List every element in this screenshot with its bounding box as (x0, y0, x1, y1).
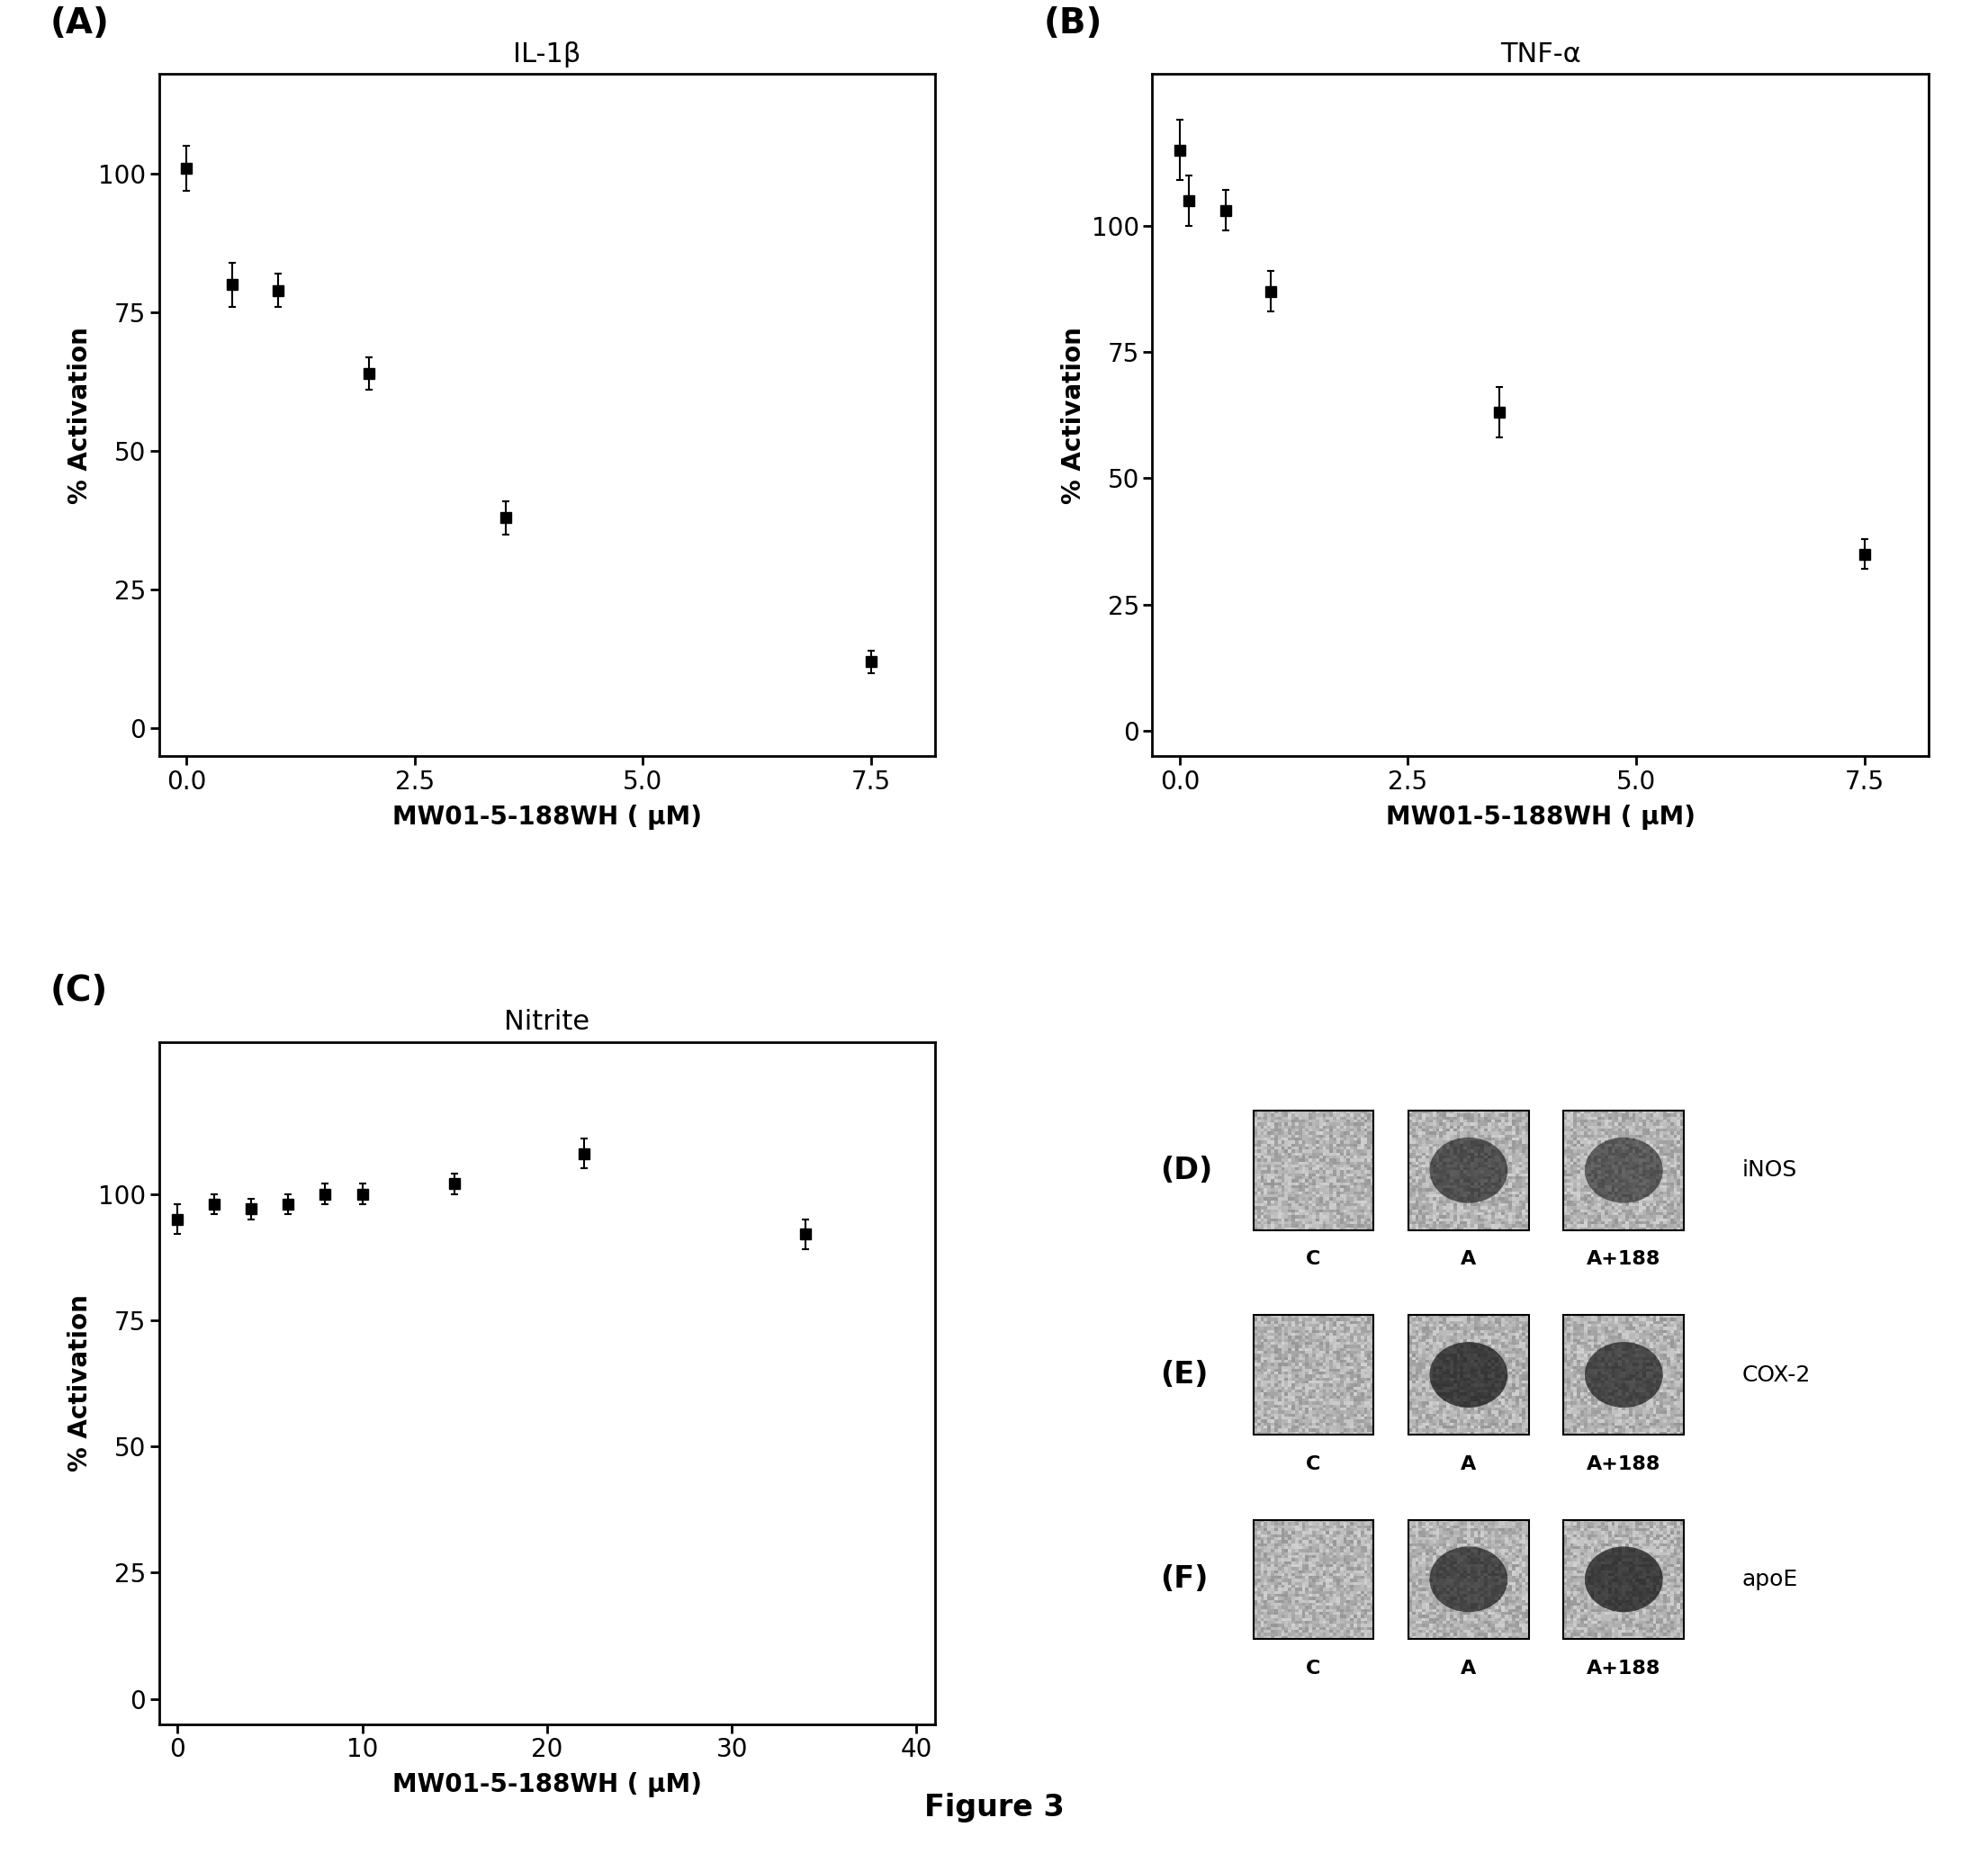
Text: A+188: A+188 (1586, 1250, 1660, 1268)
Bar (1565, 1520, 1684, 1639)
Ellipse shape (1584, 1546, 1662, 1613)
Text: (D): (D) (1161, 1155, 1213, 1185)
Text: A: A (1461, 1659, 1477, 1678)
Ellipse shape (1584, 1342, 1662, 1407)
Text: COX-2: COX-2 (1741, 1365, 1811, 1385)
Bar (1252, 1520, 1374, 1639)
Text: (C): (C) (50, 973, 107, 1009)
Text: iNOS: iNOS (1741, 1159, 1797, 1181)
Text: C: C (1306, 1250, 1320, 1268)
Text: C: C (1306, 1455, 1320, 1472)
Title: IL-1β: IL-1β (513, 41, 580, 67)
Bar (1408, 1314, 1529, 1435)
Text: (E): (E) (1161, 1361, 1209, 1390)
Text: A+188: A+188 (1586, 1455, 1660, 1472)
Text: Figure 3: Figure 3 (924, 1793, 1064, 1822)
Y-axis label: % Activation: % Activation (68, 326, 93, 504)
Text: (F): (F) (1161, 1565, 1209, 1594)
Y-axis label: % Activation: % Activation (1062, 326, 1085, 504)
Title: TNF-α: TNF-α (1501, 41, 1580, 67)
Ellipse shape (1429, 1137, 1507, 1203)
Bar (1408, 1111, 1529, 1229)
Bar (1565, 1314, 1684, 1435)
Title: Nitrite: Nitrite (505, 1009, 590, 1035)
X-axis label: MW01-5-188WH ( μM): MW01-5-188WH ( μM) (392, 805, 702, 829)
Ellipse shape (1429, 1342, 1507, 1407)
Bar (1252, 1111, 1374, 1229)
Text: A: A (1461, 1250, 1477, 1268)
Bar (1565, 1111, 1684, 1229)
X-axis label: MW01-5-188WH ( μM): MW01-5-188WH ( μM) (392, 1772, 702, 1798)
Text: A+188: A+188 (1586, 1659, 1660, 1678)
Bar (1252, 1314, 1374, 1435)
Ellipse shape (1584, 1137, 1662, 1203)
Text: (A): (A) (50, 6, 109, 41)
Text: apoE: apoE (1741, 1568, 1797, 1591)
Text: A: A (1461, 1455, 1477, 1472)
Bar (1408, 1520, 1529, 1639)
X-axis label: MW01-5-188WH ( μM): MW01-5-188WH ( μM) (1386, 805, 1696, 829)
Y-axis label: % Activation: % Activation (68, 1294, 93, 1472)
Ellipse shape (1429, 1546, 1507, 1613)
Text: (B): (B) (1044, 6, 1103, 41)
Text: C: C (1306, 1659, 1320, 1678)
